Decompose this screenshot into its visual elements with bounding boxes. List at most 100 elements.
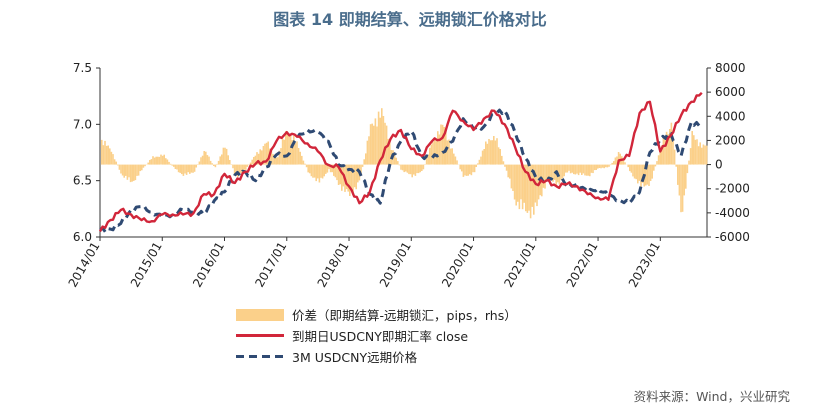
spread-bar bbox=[453, 153, 455, 165]
spread-bar bbox=[365, 153, 367, 165]
spread-bar bbox=[688, 160, 690, 165]
spread-bar bbox=[563, 164, 565, 177]
spread-bar bbox=[325, 164, 327, 174]
spread-bar bbox=[277, 157, 279, 165]
spread-bar bbox=[653, 164, 655, 171]
spread-bar bbox=[384, 122, 386, 165]
x-tick-label: 2014/01 bbox=[66, 240, 103, 290]
spread-bar bbox=[521, 164, 524, 210]
spread-bar bbox=[505, 164, 508, 171]
spread-bar bbox=[353, 164, 356, 188]
spread-bar bbox=[417, 164, 420, 174]
spread-bar bbox=[433, 137, 436, 165]
spread-bar bbox=[525, 164, 527, 212]
spread-bar bbox=[233, 164, 236, 175]
spread-bar bbox=[256, 152, 258, 165]
spread-bar bbox=[421, 164, 423, 171]
spread-bar bbox=[405, 164, 407, 172]
spread-bar bbox=[422, 164, 425, 170]
spread-bar bbox=[510, 164, 513, 189]
spread-bar bbox=[219, 156, 221, 165]
spread-bar bbox=[675, 164, 677, 167]
spread-bar bbox=[597, 164, 599, 169]
spread-bar bbox=[651, 164, 653, 179]
spread-bar bbox=[496, 138, 498, 165]
spread-bar bbox=[368, 136, 370, 165]
spread-bar bbox=[694, 139, 697, 165]
spread-bar bbox=[425, 158, 428, 165]
spread-bar bbox=[126, 164, 129, 180]
spread-bar bbox=[526, 164, 529, 213]
spread-bar bbox=[512, 164, 514, 191]
spread-bar bbox=[395, 157, 397, 165]
spread-bar bbox=[104, 140, 106, 165]
spread-bar bbox=[589, 164, 591, 177]
spread-bar bbox=[616, 156, 618, 165]
spread-bar bbox=[168, 161, 170, 165]
spread-bar bbox=[195, 164, 197, 168]
spread-bar bbox=[413, 164, 415, 175]
legend-label-forward: 3M USDCNY远期价格 bbox=[292, 350, 418, 365]
spread-bar bbox=[533, 164, 535, 215]
spread-bar bbox=[129, 164, 132, 183]
spread-bar bbox=[206, 155, 209, 165]
spread-bar bbox=[173, 164, 175, 167]
spread-bar bbox=[176, 164, 178, 170]
spread-bar bbox=[443, 127, 445, 165]
spread-bar bbox=[224, 147, 226, 165]
spread-bar bbox=[497, 147, 500, 165]
spread-bar bbox=[435, 141, 437, 165]
spread-bar bbox=[289, 133, 292, 165]
spread-bar bbox=[411, 164, 413, 178]
spread-bar bbox=[101, 139, 103, 165]
spread-bar bbox=[456, 160, 458, 165]
legend-label-spread: 价差（即期结算-远期锁汇，pips，rhs） bbox=[292, 308, 517, 323]
spread-bar bbox=[222, 147, 225, 165]
spread-bar bbox=[499, 149, 501, 165]
spread-bar bbox=[181, 164, 183, 175]
spread-bar bbox=[137, 164, 140, 176]
spread-bar bbox=[304, 163, 306, 165]
spread-bar bbox=[673, 149, 676, 165]
spread-bar bbox=[696, 139, 698, 165]
spread-bar bbox=[179, 164, 181, 173]
spread-bar bbox=[520, 164, 522, 200]
spread-bar bbox=[672, 139, 674, 165]
spread-bar bbox=[605, 164, 607, 168]
spread-bar bbox=[165, 158, 167, 165]
spread-bar bbox=[544, 164, 546, 189]
spread-bar bbox=[166, 159, 169, 165]
spread-bar bbox=[515, 164, 517, 206]
chart-svg: 6.0 6.5 7.0 7.5 -6000 -4000 -2000 0 2000 4000 6000… bbox=[66, 61, 750, 290]
spread-bar bbox=[147, 162, 149, 165]
spread-bar bbox=[481, 150, 484, 165]
spread-bar bbox=[158, 156, 161, 165]
spread-bar bbox=[275, 157, 277, 165]
spread-bar bbox=[310, 164, 313, 177]
spread-bar bbox=[408, 164, 410, 175]
spread-bar bbox=[403, 164, 405, 173]
spread-bar bbox=[513, 164, 516, 200]
spread-bar bbox=[601, 164, 604, 168]
spread-bar bbox=[584, 164, 586, 176]
spread-bar bbox=[294, 143, 297, 165]
spread-bar bbox=[117, 164, 119, 166]
spread-bar bbox=[285, 131, 287, 165]
spread-bar bbox=[374, 118, 377, 165]
spread-bar bbox=[483, 149, 485, 165]
spread-bar bbox=[288, 134, 290, 165]
spread-bar bbox=[373, 125, 375, 165]
y-right-tick-label: -4000 bbox=[715, 206, 750, 220]
spread-bar bbox=[216, 163, 218, 165]
spread-bar bbox=[585, 164, 588, 176]
spread-bar bbox=[654, 164, 657, 167]
spread-bar bbox=[141, 164, 143, 171]
spread-bar bbox=[112, 154, 114, 165]
y-right-tick-label: 6000 bbox=[715, 85, 746, 99]
spread-bar bbox=[115, 161, 117, 165]
spread-bar bbox=[262, 146, 265, 165]
spread-bar bbox=[667, 134, 669, 165]
spread-bar bbox=[545, 164, 548, 180]
spread-bar bbox=[568, 164, 570, 171]
spread-bar bbox=[270, 148, 273, 165]
